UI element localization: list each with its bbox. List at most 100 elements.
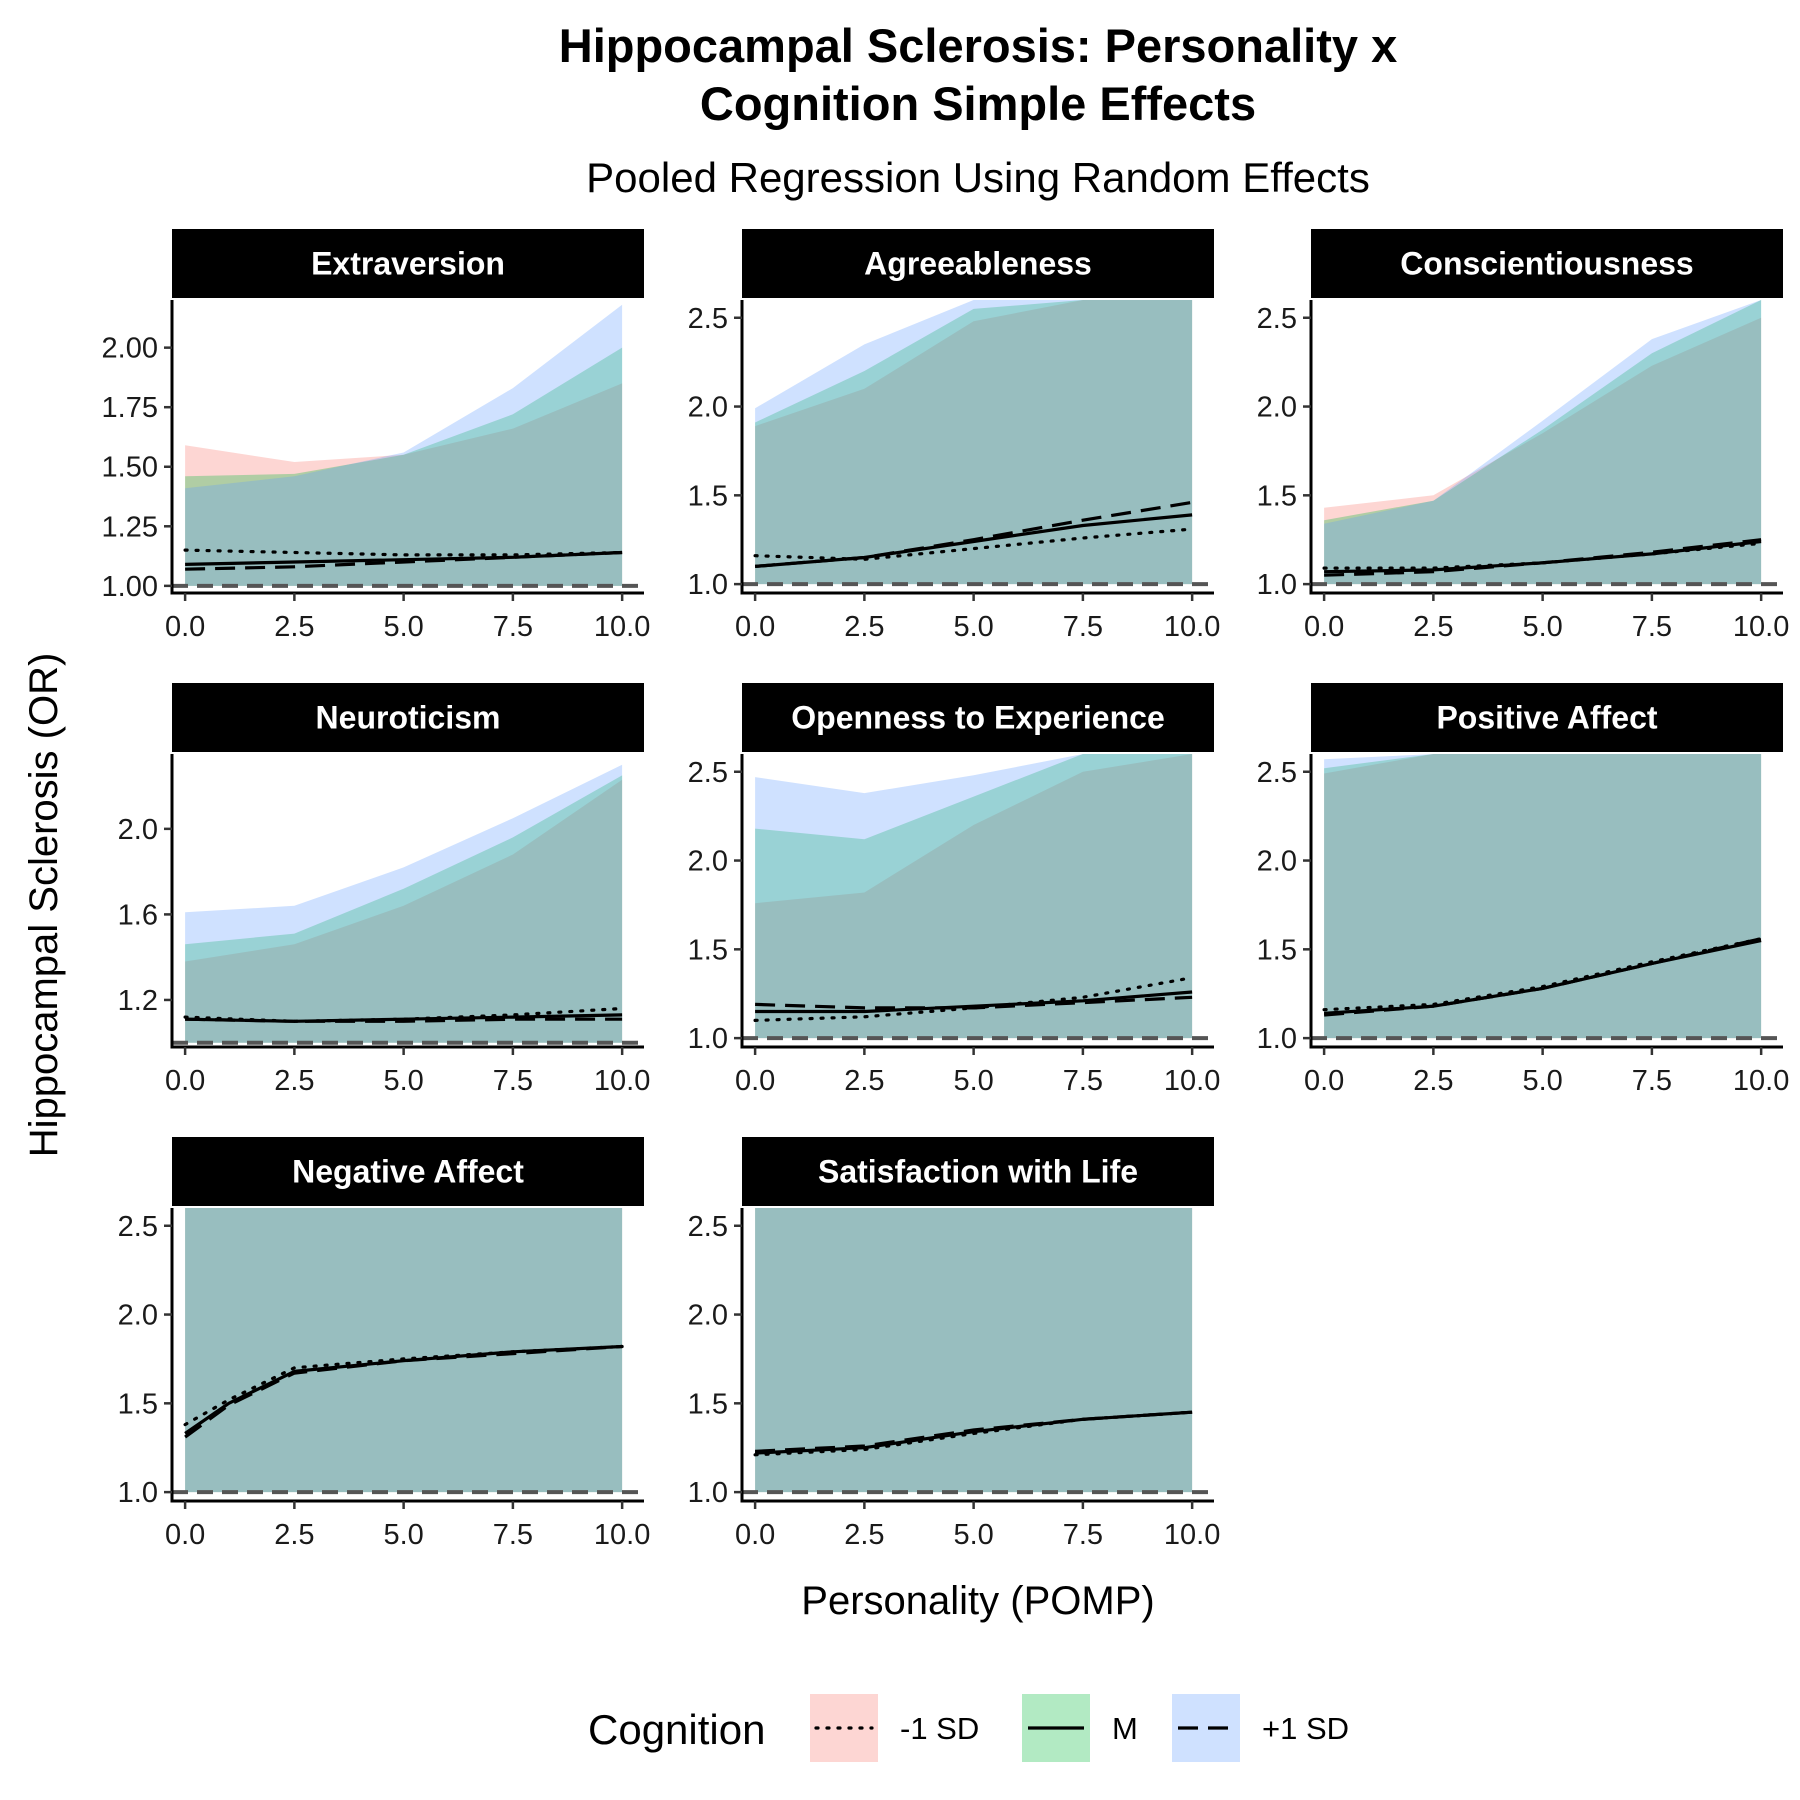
ribbon-1-sd (1324, 317, 1762, 585)
x-tick-label: 2.5 (274, 611, 314, 643)
ribbon-m (755, 1208, 1193, 1493)
y-tick-label: 1.5 (118, 1388, 158, 1420)
x-tick-label: 0.0 (165, 1519, 205, 1551)
x-tick-label: 10.0 (1164, 1065, 1220, 1097)
y-tick-label: 1.50 (102, 452, 158, 484)
ribbon-m (755, 754, 1193, 1039)
facet-strip-label: Satisfaction with Life (818, 1154, 1138, 1190)
plot-area (1311, 754, 1783, 1041)
legend-item-label: -1 SD (900, 1711, 979, 1746)
x-tick-label: 10.0 (594, 1065, 650, 1097)
series-line-1-sd (1322, 937, 1763, 1012)
facet-strip-conscientiousness (1311, 229, 1783, 298)
x-tick-label: 2.5 (274, 1519, 314, 1551)
plot-area (1311, 300, 1783, 587)
y-tick-label: 2.00 (102, 333, 158, 365)
ribbon-m (185, 347, 623, 586)
ribbon-m (1324, 300, 1762, 585)
y-tick-label: 1.5 (688, 1388, 728, 1420)
legend-title: Cognition (588, 1706, 765, 1753)
x-tick-label: 0.0 (1304, 611, 1344, 643)
y-tick-label: 1.5 (688, 934, 728, 966)
ribbon-1-sd (185, 1208, 623, 1493)
x-tick-label: 2.5 (1413, 611, 1453, 643)
y-tick-label: 2.0 (688, 846, 728, 878)
x-tick-label: 7.5 (493, 1519, 533, 1551)
ribbon-1-sd (755, 300, 1193, 585)
y-tick-label: 2.0 (118, 1300, 158, 1332)
x-tick-label: 7.5 (1063, 611, 1103, 643)
facet-strip-negative-affect (172, 1137, 644, 1206)
y-tick-label: 1.5 (1257, 480, 1297, 512)
y-tick-label: 2.5 (118, 1211, 158, 1243)
y-tick-label: 2.5 (1257, 757, 1297, 789)
x-tick-label: 10.0 (1733, 1065, 1789, 1097)
facet-conscientiousness: Conscientiousness 1.0 1.5 2.0 2.5 0.0 2.5 5.0 7.… (1257, 229, 1789, 643)
x-tick-label: 0.0 (165, 1065, 205, 1097)
x-tick-label: 0.0 (735, 1519, 775, 1551)
ribbon-m (185, 775, 623, 1043)
legend-item-label: M (1112, 1711, 1138, 1746)
y-tick-label: 2.5 (688, 1211, 728, 1243)
ribbon-1-sd (185, 779, 623, 1043)
ribbon-1-sd (1324, 754, 1762, 1039)
facet-strip-label: Agreeableness (864, 246, 1092, 282)
x-axis-title: Personality (POMP) (801, 1579, 1154, 1623)
y-tick-label: 2.0 (1257, 846, 1297, 878)
y-tick-label: 1.00 (102, 571, 158, 603)
x-tick-label: 5.0 (953, 1065, 993, 1097)
plot-area (172, 764, 644, 1045)
y-tick-label: 2.0 (688, 392, 728, 424)
y-tick-label: 2.0 (1257, 392, 1297, 424)
facet-negative-affect: Negative Affect 1.0 1.5 2.0 2.5 0.0 2.5 5.0 7.5 1… (118, 1137, 650, 1551)
x-tick-label: 7.5 (1632, 611, 1672, 643)
series-line-1-sd (755, 995, 1193, 1010)
plot-area (742, 300, 1214, 587)
ribbon-1-sd (1324, 300, 1762, 585)
x-tick-label: 2.5 (274, 1065, 314, 1097)
series-line-1-sd (755, 1410, 1193, 1453)
x-tick-label: 10.0 (1164, 611, 1220, 643)
series-line-m (755, 990, 1193, 1014)
x-tick-label: 0.0 (735, 1065, 775, 1097)
x-tick-label: 7.5 (493, 611, 533, 643)
plot-area (742, 754, 1214, 1041)
ribbon-m (755, 300, 1193, 585)
chart-title-line2: Cognition Simple Effects (700, 77, 1256, 130)
series-line-1-sd (754, 500, 1193, 568)
y-tick-label: 1.25 (102, 511, 158, 543)
legend-key-fill (810, 1694, 878, 1762)
x-tick-label: 7.5 (1632, 1065, 1672, 1097)
facet-strip-positive-affect (1311, 683, 1783, 752)
ribbon-1-sd (755, 754, 1193, 1039)
y-tick-label: 2.5 (688, 757, 728, 789)
y-tick-label: 1.5 (688, 480, 728, 512)
facet-extraversion: Extraversion 1.00 1.25 1.50 1.75 2.00 0.0 2.5 5.… (102, 229, 650, 643)
x-tick-label: 5.0 (953, 611, 993, 643)
y-tick-label: 2.5 (1257, 303, 1297, 335)
facet-strip-label: Neuroticism (316, 700, 501, 736)
x-tick-label: 5.0 (383, 1519, 423, 1551)
y-tick-label: 1.0 (118, 1477, 158, 1509)
facet-strip-label: Positive Affect (1436, 700, 1657, 736)
x-tick-label: 10.0 (594, 1519, 650, 1551)
legend-item-label: +1 SD (1262, 1711, 1349, 1746)
facet-strip-satisfaction-with-life (742, 1137, 1214, 1206)
facet-strip-label: Openness to Experience (791, 700, 1164, 736)
facet-strip-extraversion (172, 229, 644, 298)
x-tick-label: 0.0 (735, 611, 775, 643)
ribbon-1-sd (185, 383, 623, 586)
chart-title-line1: Hippocampal Sclerosis: Personality x (559, 19, 1397, 72)
ribbon-1-sd (755, 1208, 1193, 1493)
series-line-1-sd (753, 527, 1194, 561)
facet-panels: Extraversion 1.00 1.25 1.50 1.75 2.00 0.0 2.5 5.… (102, 229, 1789, 1551)
facet-neuroticism: Neuroticism 1.2 1.6 2.0 0.0 2.5 5.0 7.5 10.0 (118, 683, 650, 1097)
x-tick-label: 0.0 (165, 611, 205, 643)
facet-satisfaction-with-life: Satisfaction with Life 1.0 1.5 2.0 2.5 0.0 2.5… (688, 1137, 1220, 1551)
y-tick-label: 1.0 (688, 569, 728, 601)
ribbon-1-sd (755, 754, 1193, 1039)
x-tick-label: 7.5 (493, 1065, 533, 1097)
legend-item-mean: M (1022, 1694, 1138, 1762)
ribbon-m (1324, 754, 1762, 1039)
y-tick-label: 1.6 (118, 899, 158, 931)
